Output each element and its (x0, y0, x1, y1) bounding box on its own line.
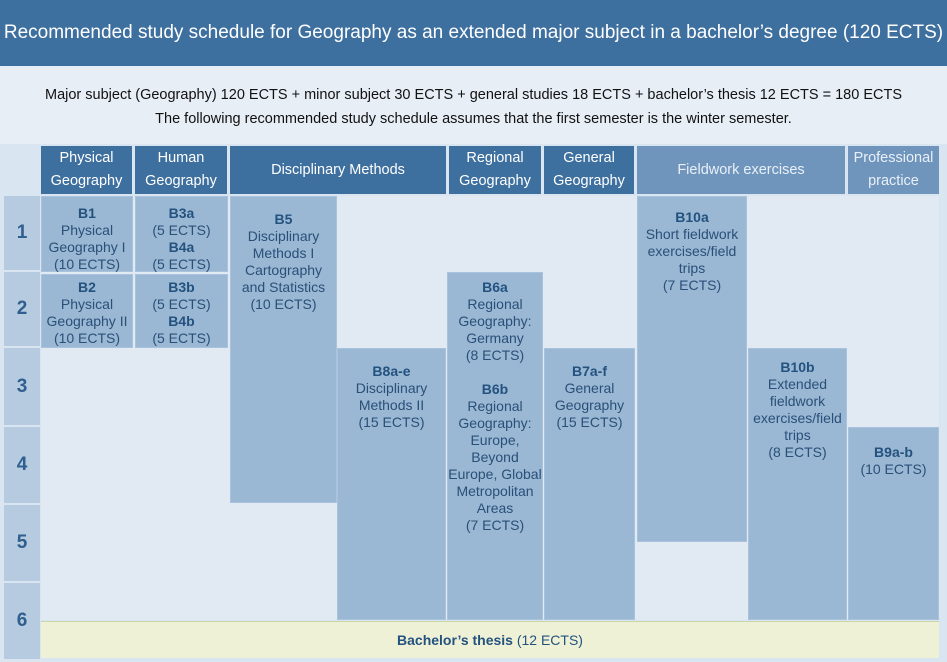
module-ects: (8 ECTS) (768, 444, 827, 460)
header-line: Physical (59, 150, 114, 166)
module-code: B4a (168, 239, 195, 255)
module-code: B4b (168, 313, 195, 329)
module-text: trips (678, 260, 706, 276)
semester-number: 3 (4, 348, 40, 425)
module-code: B3b (168, 279, 195, 295)
module-text: and Statistics (241, 279, 326, 295)
module-b10a: B10a Short fieldwork exercises/field tri… (637, 196, 747, 542)
header-regional-geography: Regional Geography (449, 146, 541, 194)
bachelors-thesis-bar: Bachelor’s thesis (12 ECTS) (41, 621, 939, 658)
module-text: Regional (467, 296, 523, 312)
header-professional-practice: Professional practice (848, 146, 939, 194)
semester-number: 6 (4, 583, 40, 659)
module-code: B10a (675, 209, 709, 225)
module-code: B8a-e (372, 363, 411, 379)
semester-number: 4 (4, 427, 40, 503)
module-ects: (5 ECTS) (152, 222, 211, 238)
header-human-geography: Human Geography (135, 146, 227, 194)
module-b2: B2 Physical Geography II (10 ECTS) (41, 274, 133, 348)
header-line: Geography (50, 173, 123, 189)
module-b7: B7a-f General Geography (15 ECTS) (544, 348, 635, 620)
module-text: Europe, Global (448, 466, 542, 482)
header-line: Professional (853, 150, 934, 166)
page-title: Recommended study schedule for Geography… (0, 0, 947, 66)
module-b3b-b4b: B3b (5 ECTS) B4b (5 ECTS) (135, 274, 228, 348)
header-physical-geography: Physical Geography (41, 146, 132, 194)
module-ects: (5 ECTS) (152, 256, 211, 272)
module-ects: (5 ECTS) (152, 330, 211, 346)
module-text: Areas (476, 500, 514, 516)
module-b5: B5 Disciplinary Methods I Cartography an… (230, 196, 337, 503)
module-code: B6a (482, 279, 508, 295)
module-text: exercises/field (647, 243, 737, 259)
semester-number: 1 (4, 196, 40, 270)
module-text: Methods I (252, 245, 315, 261)
module-text: Geography (554, 397, 625, 413)
module-text: General (564, 380, 615, 396)
module-ects: (5 ECTS) (152, 296, 211, 312)
module-ects: (7 ECTS) (662, 277, 722, 293)
semester-number: 2 (4, 272, 40, 346)
module-b8: B8a-e Disciplinary Methods II (15 ECTS) (337, 348, 446, 620)
module-code: B2 (78, 279, 96, 295)
module-code: B7a-f (571, 363, 607, 379)
header-line: practice (868, 173, 919, 189)
module-code: B10b (780, 359, 815, 375)
intro-line-1: Major subject (Geography) 120 ECTS + min… (45, 87, 902, 103)
module-text: Regional (467, 398, 523, 414)
header-line: Human (157, 150, 205, 166)
header-disciplinary-methods: Disciplinary Methods (230, 146, 446, 194)
module-text: Geography I (48, 239, 126, 255)
module-b3a-b4a: B3a (5 ECTS) B4a (5 ECTS) (135, 196, 228, 272)
header-line: Geography (553, 173, 625, 189)
module-text: Germany (466, 330, 524, 346)
module-ects: (10 ECTS) (53, 330, 121, 346)
module-b1: B1 Physical Geography I (10 ECTS) (41, 196, 133, 272)
module-code: B1 (78, 205, 96, 221)
module-ects: (10 ECTS) (860, 461, 927, 477)
intro-text: Major subject (Geography) 120 ECTS + min… (0, 66, 947, 144)
module-text: Geography II (46, 313, 128, 329)
module-text: Methods II (358, 397, 425, 413)
module-text: Physical (60, 222, 114, 238)
module-text: Short fieldwork (645, 226, 739, 242)
module-text: exercises/field (753, 410, 842, 426)
module-text: Beyond (471, 449, 519, 465)
module-ects: (15 ECTS) (556, 414, 623, 430)
module-text: Geography: (458, 313, 532, 329)
header-general-geography: General Geography (544, 146, 634, 194)
module-text: Metropolitan (456, 483, 534, 499)
header-line: Regional (466, 150, 524, 166)
module-ects: (10 ECTS) (250, 296, 317, 312)
module-code: B3a (168, 205, 195, 221)
module-text: Physical (60, 296, 114, 312)
module-text: trips (784, 427, 811, 443)
module-code: B9a-b (874, 444, 913, 460)
thesis-label: Bachelor’s thesis (397, 632, 513, 648)
module-ects: (8 ECTS) (465, 347, 525, 363)
module-b6: B6a Regional Geography: Germany (8 ECTS)… (447, 272, 543, 620)
module-text: Cartography (244, 262, 323, 278)
intro-line-2: The following recommended study schedule… (155, 111, 792, 127)
module-ects: (15 ECTS) (358, 414, 425, 430)
module-text: Geography: (458, 415, 532, 431)
module-text: fieldwork (769, 393, 826, 409)
header-line: Geography (145, 173, 217, 189)
module-b10b: B10b Extended fieldwork exercises/field … (748, 348, 847, 620)
header-line: Geography (459, 173, 531, 189)
module-text: Disciplinary (355, 380, 428, 396)
module-text: Disciplinary (247, 228, 320, 244)
semester-number: 5 (4, 505, 40, 581)
module-code: B5 (274, 211, 293, 227)
module-text: Extended (767, 376, 828, 392)
module-code: B6b (481, 381, 509, 397)
module-ects: (10 ECTS) (53, 256, 121, 272)
module-text: Europe, (470, 432, 520, 448)
header-fieldwork-exercises: Fieldwork exercises (637, 146, 845, 194)
module-ects: (7 ECTS) (465, 517, 525, 533)
header-line: General (563, 150, 615, 166)
thesis-ects: (12 ECTS) (516, 632, 583, 648)
module-b9: B9a-b (10 ECTS) (848, 427, 939, 620)
